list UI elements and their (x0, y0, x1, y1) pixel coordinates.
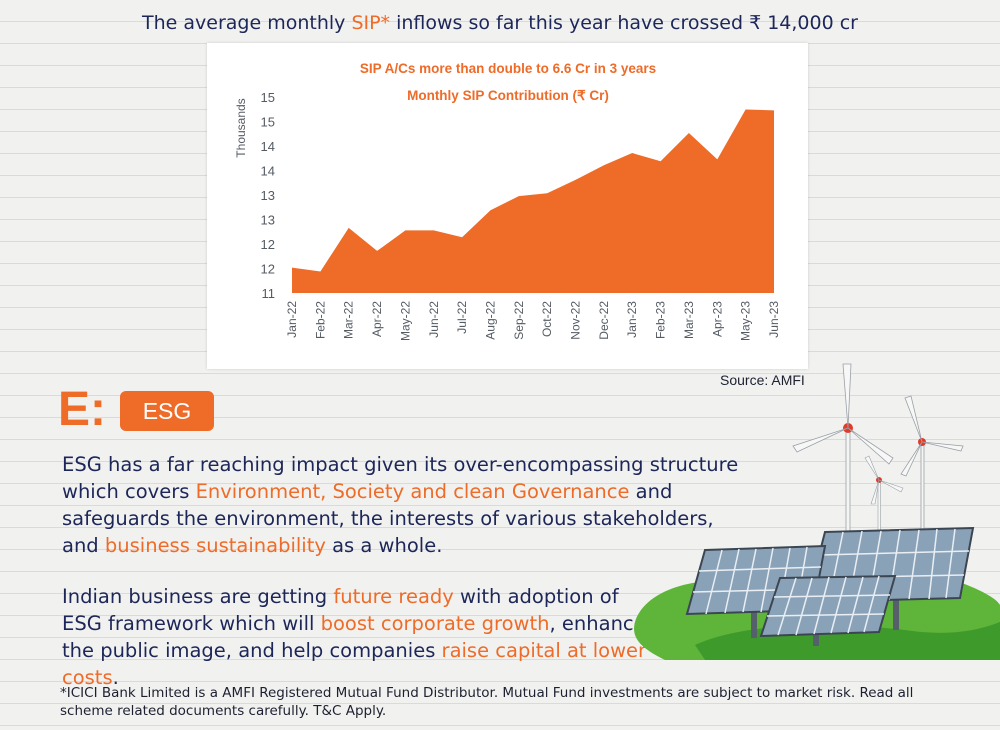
sip-area-series (292, 109, 774, 293)
x-tick-label: Aug-22 (484, 301, 498, 340)
y-tick-label: 13 (261, 188, 275, 203)
x-tick-label: Jan-22 (285, 301, 299, 338)
section-letter: E: (58, 383, 106, 436)
footnote-disclaimer: *ICICI Bank Limited is a AMFI Registered… (60, 685, 914, 719)
chart-card: SIP A/Cs more than double to 6.6 Cr in 3… (207, 43, 808, 369)
headline-after: inflows so far this year have crossed ₹ … (390, 12, 858, 34)
paragraph2-segment-highlight: boost corporate growth (320, 612, 550, 635)
chart-title: SIP A/Cs more than double to 6.6 Cr in 3… (360, 61, 656, 76)
source-note: Source: AMFI (720, 372, 805, 388)
sip-area-chart: SIP A/Cs more than double to 6.6 Cr in 3… (234, 61, 781, 341)
x-tick-label: Sep-22 (512, 301, 526, 340)
paragraph2-segment-highlight: raise capital at lower costs (62, 639, 647, 689)
y-tick-label: 14 (261, 164, 275, 179)
y-axis-label: Thousands (234, 98, 248, 157)
x-tick-label: Apr-23 (710, 301, 724, 337)
x-tick-label: May-23 (739, 301, 753, 341)
solar-panel-front-icon (759, 574, 897, 646)
x-tick-label: Jun-23 (767, 301, 781, 338)
y-tick-label: 13 (261, 213, 275, 228)
x-tick-label: Jul-22 (455, 301, 469, 334)
paragraph2-segment: Indian business are getting (62, 585, 334, 608)
paragraph2-segment: with adoption of ESG framework which wil… (62, 585, 619, 635)
x-tick-label: Oct-22 (540, 301, 554, 337)
headline: The average monthly SIP* inflows so far … (0, 12, 1000, 34)
paragraph1-segment: and safeguards the environment, the inte… (62, 480, 714, 557)
y-tick-label: 11 (262, 286, 276, 301)
headline-before: The average monthly (142, 12, 352, 34)
paragraph1-segment: ESG has a far reaching impact given its … (62, 453, 739, 503)
headline-highlight: SIP* (351, 12, 391, 34)
y-tick-label: 12 (261, 262, 275, 277)
paragraph1-segment-highlight: Environment, Society and clean Governanc… (195, 480, 630, 503)
x-tick-label: Jan-23 (625, 301, 639, 338)
paragraph1-segment-highlight: business sustainability (104, 534, 326, 557)
paragraph2-segment: . (112, 666, 119, 689)
y-tick-label: 12 (261, 237, 275, 252)
wind-solar-illustration (634, 363, 1000, 660)
x-tick-label: Apr-22 (370, 301, 384, 337)
y-tick-label: 15 (261, 90, 275, 105)
chart-subtitle: Monthly SIP Contribution (₹ Cr) (407, 88, 609, 103)
wind-turbine-small-icon (864, 455, 904, 551)
x-tick-label: Nov-22 (569, 301, 583, 340)
y-tick-label: 15 (261, 115, 275, 130)
paragraph1-segment: as a whole. (325, 534, 443, 557)
x-tick-label: Feb-22 (313, 301, 327, 339)
esg-paragraph-2: Indian business are getting future ready… (62, 583, 662, 691)
paragraph2-segment: , enhance the public image, and help com… (62, 612, 646, 662)
x-tick-label: Jun-22 (427, 301, 441, 338)
x-tick-label: May-22 (398, 301, 412, 341)
x-tick-label: Mar-22 (342, 301, 356, 339)
y-tick-label: 14 (261, 139, 275, 154)
wind-turbine-large-icon (792, 363, 894, 577)
wind-turbine-right-icon (900, 395, 964, 565)
esg-badge: ESG (120, 391, 214, 431)
paragraph2-segment-highlight: future ready (333, 585, 454, 608)
x-tick-label: Dec-22 (597, 301, 611, 340)
x-tick-label: Mar-23 (682, 301, 696, 339)
esg-paragraph-1: ESG has a far reaching impact given its … (62, 451, 752, 559)
x-tick-label: Feb-23 (654, 301, 668, 339)
